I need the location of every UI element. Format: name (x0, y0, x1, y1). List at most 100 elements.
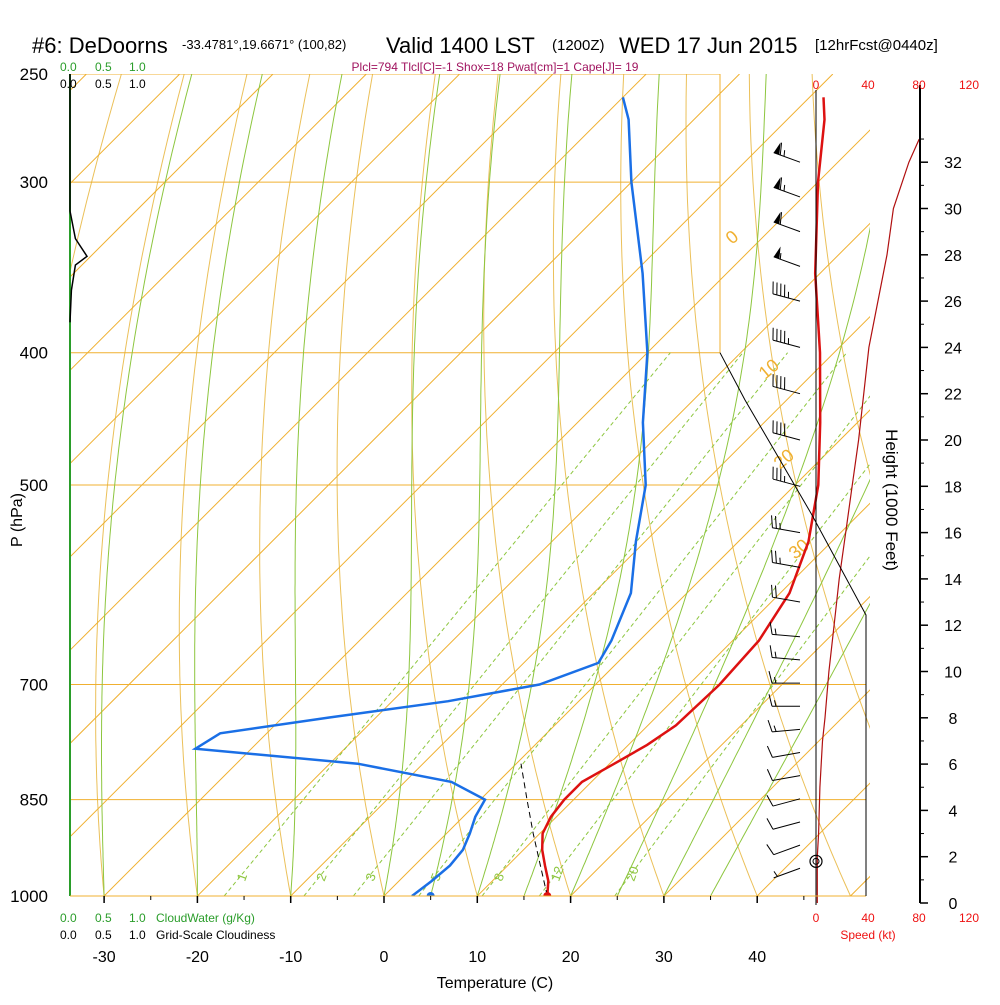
mixing-ratio-3 (353, 353, 787, 896)
height-tick-label-20: 20 (944, 433, 962, 450)
speed-scale-top-1: 40 (861, 78, 875, 92)
cloudwater-scale-bottom-1: 0.5 (95, 911, 112, 925)
wind-barb-shaft (774, 868, 800, 878)
height-tick-label-2: 2 (949, 850, 958, 867)
wind-barb-full (775, 516, 776, 528)
cloudwater-scale-top-1: 0.5 (95, 60, 112, 74)
speed-scale-top-3: 120 (959, 78, 979, 92)
speed-scale-bottom-2: 80 (912, 911, 926, 925)
height-tick-label-10: 10 (944, 665, 962, 682)
pressure-label-700: 700 (20, 676, 48, 695)
mixing-ratio-label-12: 12 (548, 864, 567, 883)
height-tick-label-12: 12 (944, 618, 962, 635)
valid-time: Valid 1400 LST (386, 33, 535, 58)
mixing-ratio-8 (482, 353, 904, 896)
wind-barb-full (767, 844, 774, 854)
mixing-ratio-20 (615, 353, 1000, 896)
mixing-ratio-1 (224, 353, 670, 896)
cloudiness-label: Grid-Scale Cloudiness (156, 928, 275, 942)
wind-barb-flag (774, 212, 781, 224)
station-coords: -33.4781°,19.6671° (100,82) (182, 37, 346, 52)
x-tick-label--30: -30 (93, 949, 116, 966)
cloudiness-scale-bottom-2: 1.0 (129, 928, 146, 942)
wind-barb-full (769, 671, 772, 683)
height-tick-label-14: 14 (944, 572, 962, 589)
wind-barb-half (774, 871, 777, 876)
wind-barb-half (780, 253, 781, 259)
wind-barb-full (772, 550, 773, 562)
temperature-line (542, 97, 824, 896)
speed-scale-bottom-1: 40 (861, 911, 875, 925)
wind-barb-half (784, 150, 785, 156)
wind-barb-shaft (772, 753, 800, 758)
wind-barb (774, 177, 800, 197)
wind-barb-half (784, 185, 785, 191)
height-tick-label-4: 4 (949, 803, 958, 820)
wind-barb-shaft (772, 528, 800, 533)
wind-barb-full (772, 515, 773, 527)
wind-barb-half (774, 726, 776, 732)
cloudiness-profile (70, 74, 87, 322)
wind-barb-flag (774, 247, 781, 259)
wind-barb (774, 868, 800, 878)
wind-barb (773, 328, 800, 348)
wind-barb-full (775, 551, 776, 563)
wind-panel-boundary (720, 353, 866, 896)
height-tick-label-28: 28 (944, 248, 962, 265)
isotherm-right-label-10: 10 (755, 355, 783, 383)
y-axis-title: P (hPa) (9, 493, 26, 547)
wind-barb-full (775, 586, 776, 598)
forecast-info: [12hrFcst@0440z] (815, 37, 938, 54)
wind-barb-shaft (772, 562, 800, 567)
cloudwater-scale-bottom-0: 0.0 (60, 911, 77, 925)
height-tick-label-0: 0 (949, 896, 958, 913)
cloudiness-scale-top-2: 1.0 (129, 77, 146, 91)
height-tick-label-18: 18 (944, 479, 962, 496)
station-title: #6: DeDoorns (32, 33, 168, 58)
x-tick-label-40: 40 (748, 949, 766, 966)
wind-barb (774, 142, 800, 162)
wind-barb-full (780, 212, 781, 224)
wind-barb-full (770, 645, 772, 657)
wind-barb-shaft (774, 257, 800, 267)
wind-barb-shaft (773, 822, 800, 829)
mixing-ratio-5 (419, 353, 847, 896)
utc-time: (1200Z) (552, 37, 605, 54)
height-tick-label-24: 24 (944, 340, 962, 357)
height-tick-label-8: 8 (949, 711, 958, 728)
wind-barb-full (767, 818, 773, 829)
wind-barb-full (767, 769, 772, 780)
mixing-ratio-label-1: 1 (234, 871, 251, 883)
wind-barb (767, 769, 800, 780)
sounding-indices: Plcl=794 Tlcl[C]=-1 Shox=18 Pwat[cm]=1 C… (352, 60, 639, 74)
mixing-ratio-label-2: 2 (313, 871, 330, 883)
pressure-label-1000: 1000 (10, 887, 48, 906)
cloudiness-scale-bottom-1: 0.5 (95, 928, 112, 942)
pressure-label-500: 500 (20, 476, 48, 495)
wind-barb (767, 746, 800, 757)
x-tick-label-0: 0 (380, 949, 389, 966)
wind-barb-shaft (774, 222, 800, 232)
cloudiness-scale-bottom-0: 0.0 (60, 928, 77, 942)
wind-barb-full (767, 795, 773, 806)
x-tick-label--20: -20 (186, 949, 209, 966)
height-tick-label-22: 22 (944, 387, 962, 404)
pressure-label-850: 850 (20, 791, 48, 810)
height-axis-title: Height (1000 Feet) (882, 429, 901, 571)
wind-barb-full (772, 585, 773, 597)
dewpoint-line (195, 97, 647, 896)
wind-barb (770, 622, 800, 637)
cloudiness-scale-top-1: 0.5 (95, 77, 112, 91)
wind-barb (767, 818, 800, 829)
mixing-ratio-label-20: 20 (623, 864, 642, 883)
mixing-ratio-label-8: 8 (491, 871, 508, 883)
isotherm-50 (851, 74, 1000, 896)
speed-scale-bottom-3: 120 (959, 911, 979, 925)
wind-barb (774, 247, 800, 267)
mixing-ratio-label-3: 3 (362, 871, 379, 883)
wind-barb-half (775, 629, 776, 635)
wind-barb-flag (774, 177, 781, 189)
wind-barb (767, 844, 800, 854)
